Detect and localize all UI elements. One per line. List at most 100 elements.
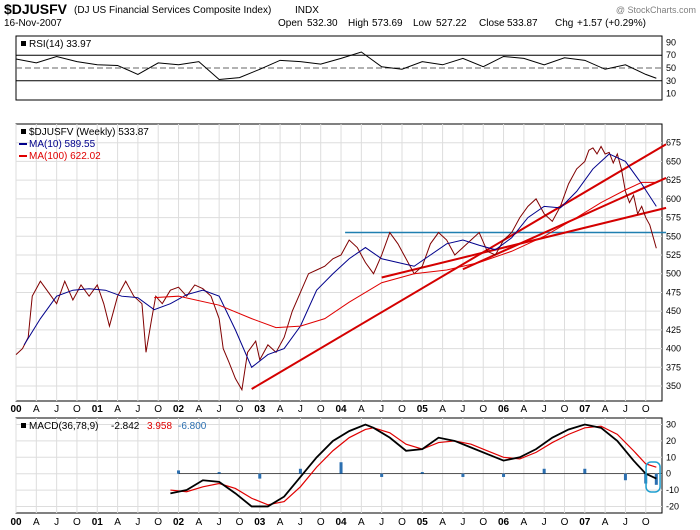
macd-x-tick-label: A xyxy=(195,517,202,528)
macd-x-tick-label: 07 xyxy=(579,517,591,528)
watermark: @ StockCharts.com xyxy=(616,5,696,15)
ma10-line xyxy=(23,153,657,369)
price-x-tick-label: 07 xyxy=(579,404,591,415)
long-term-trendline xyxy=(251,143,667,390)
price-x-tick-label: O xyxy=(561,404,569,415)
rsi-tick-label: 30 xyxy=(666,76,676,86)
macd-x-tick-label: O xyxy=(642,517,650,528)
price-x-tick-label: 05 xyxy=(417,404,429,415)
lower-trendline xyxy=(381,206,667,279)
open-label: Open xyxy=(278,18,302,29)
price-x-tick-label: O xyxy=(236,404,244,415)
macd-histogram-bar xyxy=(380,473,384,477)
low-label: Low xyxy=(413,18,432,29)
price-tick-label: 675 xyxy=(666,138,681,148)
signal-line xyxy=(170,425,657,506)
price-x-tick-label: J xyxy=(217,404,222,415)
rsi-tick-label: 70 xyxy=(666,50,676,60)
price-x-tick-label: A xyxy=(358,404,365,415)
price-tick-label: 450 xyxy=(666,306,681,316)
rsi-layer xyxy=(15,51,657,81)
price-x-tick-label: J xyxy=(135,404,140,415)
price-tick-label: 425 xyxy=(666,325,681,335)
macd-histogram-bar xyxy=(623,473,627,481)
index-name: (DJ US Financial Services Composite Inde… xyxy=(74,5,271,16)
close-label: Close xyxy=(479,18,505,29)
price-tick-label: 400 xyxy=(666,344,681,354)
macd-line xyxy=(170,423,657,508)
ma10-legend: MA(10) 589.55 xyxy=(29,139,96,150)
macd-histogram-bar xyxy=(502,473,506,477)
macd-x-tick-label: A xyxy=(521,517,528,528)
price-tick-label: 375 xyxy=(666,362,681,372)
open-value: 532.30 xyxy=(307,18,338,29)
price-tick-label: 350 xyxy=(666,381,681,391)
macd-histogram-bar xyxy=(177,470,181,474)
price-tick-label: 575 xyxy=(666,213,681,223)
ma100-legend: MA(100) 622.02 xyxy=(29,151,101,162)
rsi-tick-label: 50 xyxy=(666,63,676,73)
macd-histogram-bar xyxy=(258,473,262,479)
macd-highlight-ring xyxy=(645,461,661,493)
macd-layer xyxy=(170,423,662,508)
price-x-tick-label: J xyxy=(54,404,59,415)
price-x-tick-label: A xyxy=(602,404,609,415)
macd-x-tick-label: 02 xyxy=(173,517,185,528)
macd-x-tick-label: O xyxy=(317,517,325,528)
price-tick-label: 550 xyxy=(666,231,681,241)
price-line xyxy=(15,145,657,392)
macd-x-tick-label: J xyxy=(298,517,303,528)
rsi-tick-label: 90 xyxy=(666,37,676,47)
price-tick-label: 650 xyxy=(666,156,681,166)
macd-histogram-bar xyxy=(542,468,546,474)
macd-histogram-bar xyxy=(420,472,424,474)
histogram-legend-value: -6.800 xyxy=(178,421,207,432)
macd-x-tick-label: J xyxy=(54,517,59,528)
price-x-tick-label: A xyxy=(277,404,284,415)
low-value: 527.22 xyxy=(436,18,467,29)
macd-x-tick-label: O xyxy=(561,517,569,528)
price-x-tick-label: O xyxy=(479,404,487,415)
price-x-tick-label: O xyxy=(398,404,406,415)
price-x-tick-label: O xyxy=(73,404,81,415)
price-x-tick-label: J xyxy=(379,404,384,415)
macd-x-tick-label: 00 xyxy=(10,517,22,528)
price-x-tick-label: A xyxy=(521,404,528,415)
price-x-tick-label: 01 xyxy=(92,404,104,415)
high-value: 573.69 xyxy=(372,18,403,29)
macd-x-tick-label: J xyxy=(379,517,384,528)
chg-label: Chg xyxy=(555,18,573,29)
macd-histogram-bar xyxy=(217,472,221,474)
price-tick-label: 475 xyxy=(666,287,681,297)
close-value: 533.87 xyxy=(507,18,538,29)
rsi-line xyxy=(15,51,657,81)
macd-panel xyxy=(15,417,663,514)
macd-tick-label: 0 xyxy=(666,469,671,479)
price-x-tick-label: A xyxy=(439,404,446,415)
macd-x-tick-label: O xyxy=(479,517,487,528)
macd-x-tick-label: 05 xyxy=(417,517,429,528)
macd-histogram-bar xyxy=(339,462,343,474)
macd-tick-label: 10 xyxy=(666,452,676,462)
price-x-tick-label: A xyxy=(33,404,40,415)
macd-tick-label: -10 xyxy=(666,485,679,495)
price-tick-label: 525 xyxy=(666,250,681,260)
exchange-label: INDX xyxy=(295,5,319,16)
macd-x-tick-label: O xyxy=(398,517,406,528)
price-x-tick-label: A xyxy=(114,404,121,415)
rsi-legend-swatch xyxy=(21,41,26,46)
price-x-tick-label: J xyxy=(542,404,547,415)
price-x-tick-label: A xyxy=(195,404,202,415)
macd-x-tick-label: 03 xyxy=(254,517,266,528)
macd-x-tick-label: O xyxy=(236,517,244,528)
price-x-tick-label: O xyxy=(642,404,650,415)
price-panel xyxy=(15,123,663,402)
rsi-legend: RSI(14) 33.97 xyxy=(29,39,92,50)
grid-layer xyxy=(15,54,662,513)
high-label: High xyxy=(348,18,369,29)
macd-x-tick-label: A xyxy=(114,517,121,528)
price-x-tick-label: 06 xyxy=(498,404,510,415)
macd-x-tick-label: J xyxy=(135,517,140,528)
price-x-tick-label: O xyxy=(317,404,325,415)
macd-histogram-bar xyxy=(654,473,658,485)
